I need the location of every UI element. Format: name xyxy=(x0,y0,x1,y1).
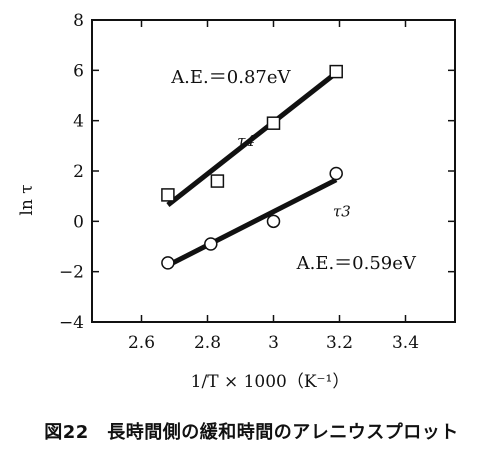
data-point-3 xyxy=(161,256,175,270)
activation-energy-label: A.E.＝0.87eV xyxy=(170,67,291,88)
x-tick-label: 2.6 xyxy=(128,333,155,353)
x-tick-label: 2.8 xyxy=(194,333,221,353)
data-point-4 xyxy=(329,64,343,79)
x-tick-label: 3.4 xyxy=(392,333,419,353)
y-tick-label: 2 xyxy=(73,162,84,182)
x-tick-label: 3 xyxy=(268,333,279,353)
series-label: τ4 xyxy=(237,132,255,150)
y-tick-label: −2 xyxy=(59,263,84,283)
activation-energy-label: A.E.＝0.59eV xyxy=(296,253,417,274)
series-label: τ3 xyxy=(333,202,351,220)
y-axis-label: ln τ xyxy=(17,184,37,215)
y-tick-label: −4 xyxy=(59,313,84,333)
data-point-4 xyxy=(210,174,225,188)
data-point-3 xyxy=(266,214,281,229)
data-point-4 xyxy=(266,116,281,130)
annotation-layer: A.E.＝0.87eV τ4 τ3 A.E.＝0.59eV xyxy=(170,67,417,274)
series-layer xyxy=(161,64,343,270)
data-point-3 xyxy=(329,166,343,181)
plot-frame xyxy=(91,19,456,323)
fit-line-3 xyxy=(166,177,338,268)
y-tick-label: 8 xyxy=(73,11,84,31)
fit-line-4 xyxy=(166,70,338,207)
x-tick-label: 3.2 xyxy=(326,333,353,353)
ticks-layer: 2.6 2.8 3 3.2 3.4 −4 −2 0 2 4 6 8 xyxy=(59,11,455,353)
data-point-3 xyxy=(204,237,218,251)
data-point-4 xyxy=(161,188,175,202)
y-tick-label: 0 xyxy=(73,212,84,232)
figure-caption: 図22 長時間側の緩和時間のアレニウスプロット xyxy=(44,422,459,443)
y-tick-label: 6 xyxy=(73,61,84,81)
x-axis-label: 1/T × 1000（K⁻¹） xyxy=(191,372,350,392)
y-tick-label: 4 xyxy=(73,112,84,132)
